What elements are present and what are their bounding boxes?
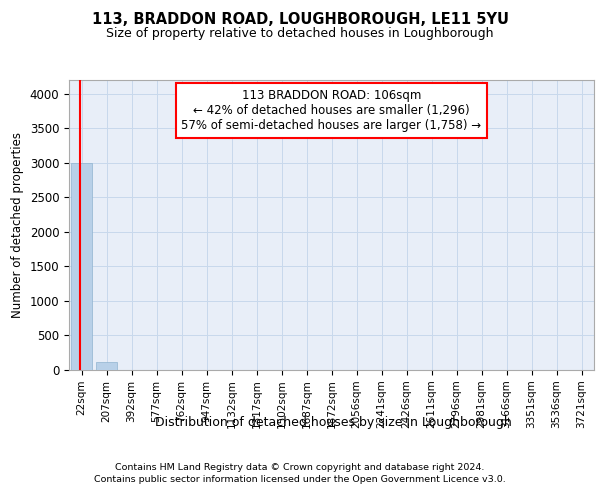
Text: Distribution of detached houses by size in Loughborough: Distribution of detached houses by size … [155,416,511,429]
Bar [71,163,92,370]
Text: Contains HM Land Registry data © Crown copyright and database right 2024.: Contains HM Land Registry data © Crown c… [115,462,485,471]
Text: 113 BRADDON ROAD: 106sqm
← 42% of detached houses are smaller (1,296)
57% of sem: 113 BRADDON ROAD: 106sqm ← 42% of detach… [181,88,482,132]
Text: 113, BRADDON ROAD, LOUGHBOROUGH, LE11 5YU: 113, BRADDON ROAD, LOUGHBOROUGH, LE11 5Y… [91,12,509,28]
Y-axis label: Number of detached properties: Number of detached properties [11,132,24,318]
Text: Size of property relative to detached houses in Loughborough: Size of property relative to detached ho… [106,28,494,40]
Bar [96,362,117,370]
Text: Contains public sector information licensed under the Open Government Licence v3: Contains public sector information licen… [94,475,506,484]
